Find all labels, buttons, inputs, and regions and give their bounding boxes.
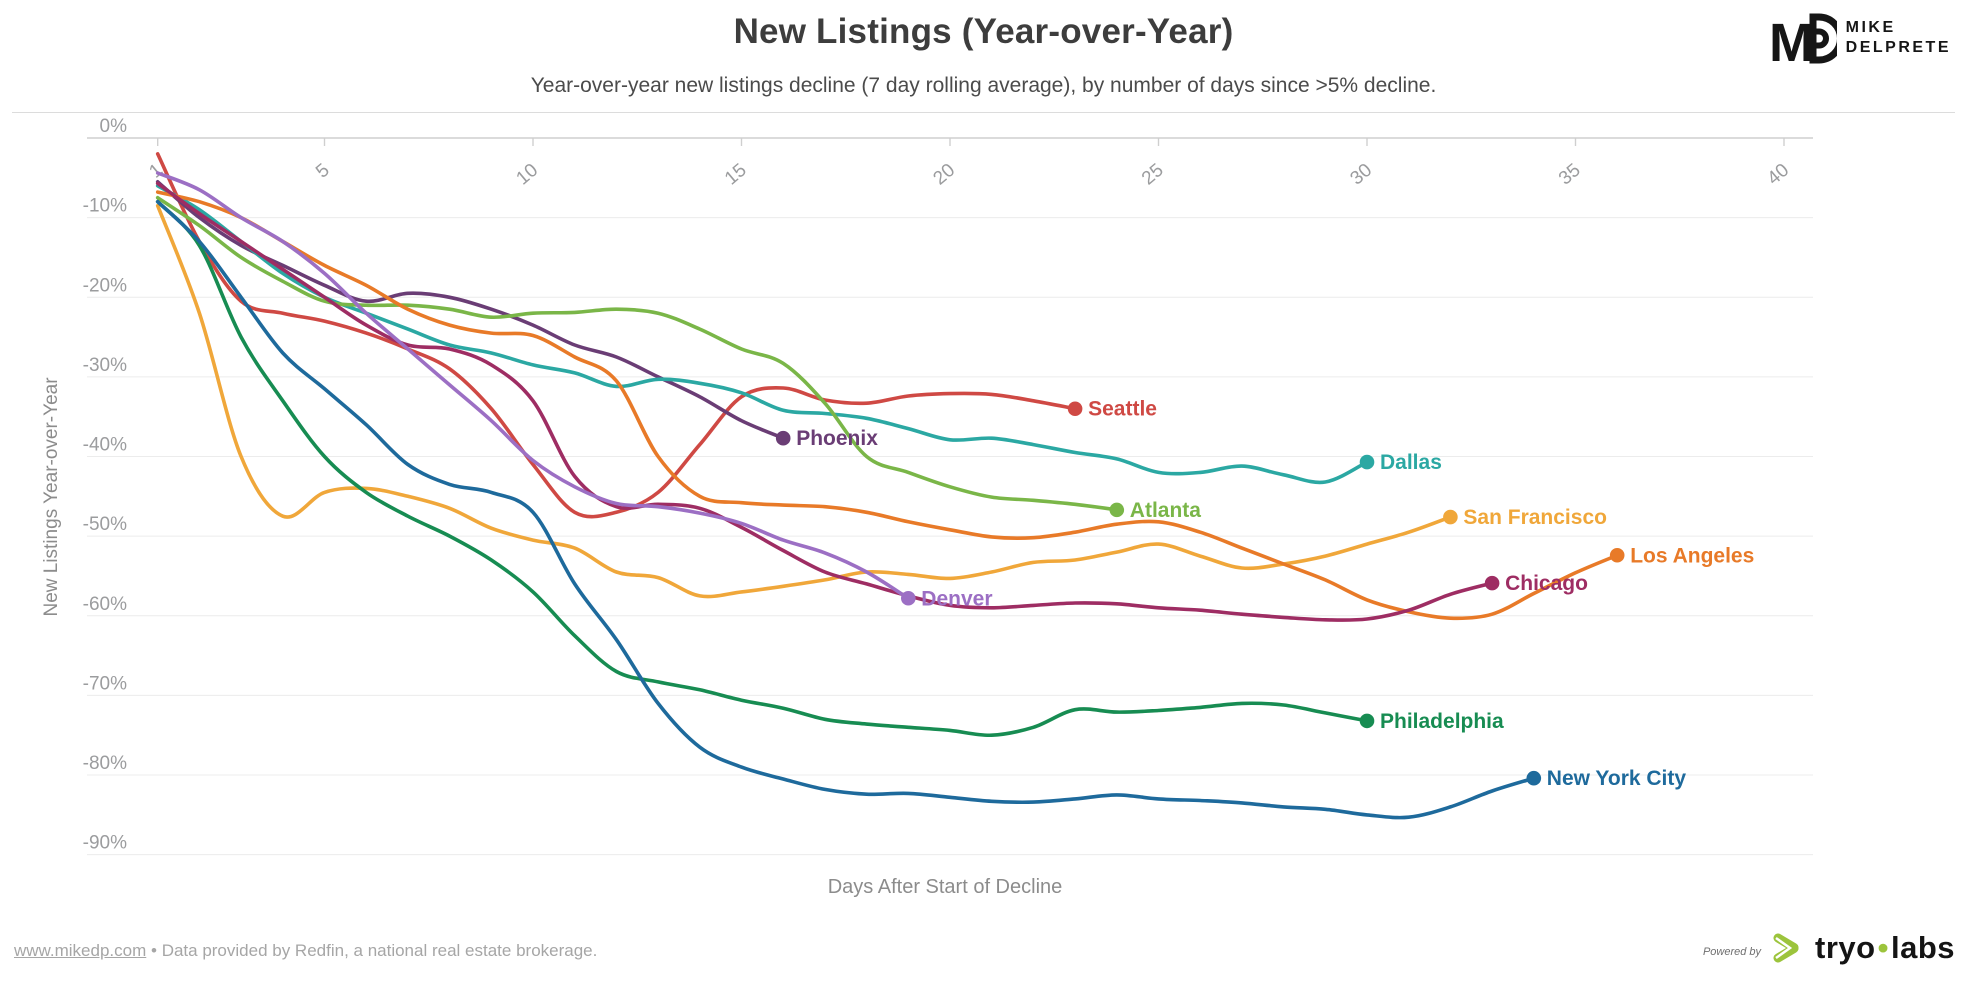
y-tick-label-0: 0% [100, 116, 128, 137]
x-tick-label-25: 25 [1138, 160, 1168, 190]
y-tick-label--60: -60% [83, 594, 127, 615]
series-label-dallas: Dallas [1380, 451, 1442, 474]
y-tick-label--50: -50% [83, 514, 127, 535]
header-divider [12, 112, 1955, 113]
series-label-atlanta: Atlanta [1130, 499, 1201, 522]
series-line-dallas [155, 184, 1369, 485]
tryolabs-brand-primary: tryo [1815, 930, 1876, 965]
series-label-phoenix: Phoenix [796, 427, 878, 450]
series-endpoint-denver [901, 590, 916, 606]
series-line-los-angeles [155, 190, 1619, 621]
y-tick-label--20: -20% [83, 275, 127, 296]
series-line-chicago [155, 181, 1494, 622]
y-tick-label--30: -30% [83, 355, 127, 376]
powered-by-label: Powered by [1702, 946, 1762, 958]
x-tick-label-20: 20 [930, 160, 960, 190]
series-label-chicago: Chicago [1505, 572, 1588, 595]
y-tick-label--40: -40% [83, 435, 127, 456]
x-tick-label-30: 30 [1347, 160, 1377, 190]
series-line-philadelphia [155, 199, 1369, 738]
series-endpoint-new-york-city [1526, 770, 1542, 786]
series-label-new-york-city: New York City [1547, 767, 1687, 790]
x-axis-title: Days After Start of Decline [828, 876, 1063, 898]
series-line-new-york-city [155, 199, 1536, 820]
footer-bullet: • [151, 941, 157, 960]
brand-name-line2: DELPRETE [1845, 39, 1951, 56]
source-link[interactable]: www.mikedp.com [14, 941, 147, 960]
series-label-seattle: Seattle [1088, 398, 1157, 421]
y-tick-label--90: -90% [83, 833, 127, 854]
x-tick-label-10: 10 [513, 160, 543, 190]
x-tick-label-40: 40 [1764, 160, 1794, 190]
x-tick-label-5: 5 [312, 160, 334, 183]
series-line-san-francisco [155, 203, 1453, 599]
series-endpoint-san-francisco [1443, 509, 1458, 525]
page-title: New Listings (Year-over-Year) [733, 12, 1234, 51]
mike-delprete-logo: M MIKE DELPRETE [1771, 10, 1951, 66]
series-endpoint-philadelphia [1359, 713, 1375, 729]
series-endpoint-seattle [1067, 401, 1083, 417]
series-endpoint-phoenix [775, 430, 791, 446]
tryolabs-chevron-icon [1773, 933, 1799, 963]
md-monogram-m: M [1771, 13, 1814, 66]
series-line-denver [155, 171, 911, 601]
source-attribution: www.mikedp.com • Data provided by Redfin… [14, 941, 597, 961]
tryolabs-dot: • [1877, 930, 1889, 965]
md-monogram-icon: M [1771, 13, 1837, 66]
series-endpoint-chicago [1484, 575, 1500, 591]
brand-name-line1: MIKE [1845, 19, 1896, 36]
series-endpoint-dallas [1359, 454, 1375, 470]
page-subtitle: Year-over-year new listings decline (7 d… [530, 74, 1437, 97]
series-label-philadelphia: Philadelphia [1380, 710, 1504, 733]
source-note: Data provided by Redfin, a national real… [161, 941, 598, 960]
series-label-denver: Denver [921, 587, 992, 610]
series-label-san-francisco: San Francisco [1463, 506, 1607, 529]
y-axis-title: New Listings Year-over-Year [41, 377, 62, 617]
y-tick-label--80: -80% [83, 753, 127, 774]
series-endpoint-atlanta [1109, 502, 1125, 518]
tryolabs-badge: Powered by tryo • labs [1703, 930, 1955, 966]
tryolabs-brand-secondary: labs [1890, 930, 1955, 965]
y-tick-label--70: -70% [83, 673, 127, 694]
x-tick-label-15: 15 [721, 160, 751, 190]
x-tick-label-35: 35 [1555, 160, 1585, 190]
series-line-seattle [155, 152, 1077, 519]
series-label-los-angeles: Los Angeles [1630, 544, 1754, 567]
series-endpoint-los-angeles [1609, 547, 1625, 563]
series-line-atlanta [155, 195, 1119, 512]
y-tick-label--10: -10% [83, 196, 127, 217]
